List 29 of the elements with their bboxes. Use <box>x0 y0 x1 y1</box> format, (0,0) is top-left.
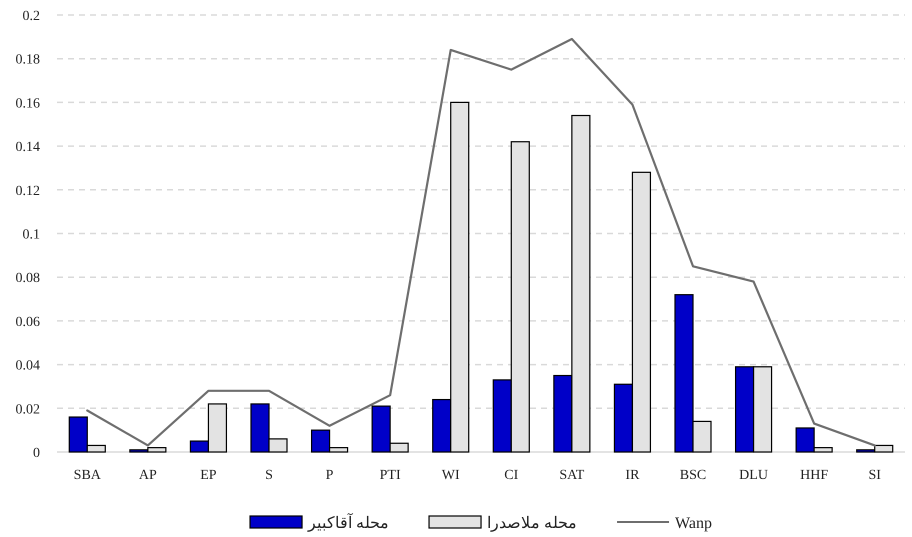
legend-label: محله آقاکبیر <box>307 512 390 532</box>
y-tick-label: 0.16 <box>16 96 40 112</box>
legend-label: Wanp <box>675 515 712 532</box>
y-tick-label: 0.02 <box>16 402 40 418</box>
x-tick-label: EP <box>200 468 217 483</box>
x-tick-label: P <box>326 468 334 483</box>
y-tick-label: 0.1 <box>22 228 40 242</box>
line-series <box>86 38 876 447</box>
y-tick-label: 0.04 <box>16 358 40 374</box>
y-tick-label: 0.06 <box>16 314 40 330</box>
x-tick-label: S <box>265 468 273 483</box>
x-tick-label: SAT <box>559 468 585 483</box>
x-tick-label: SBA <box>74 468 102 483</box>
x-tick-label: WI <box>442 468 460 483</box>
y-tick-label: 0.2 <box>22 9 40 24</box>
legend-label: محله ملاصدرا <box>487 515 578 532</box>
x-tick-label: IR <box>625 468 640 483</box>
y-tick-label: 0.18 <box>16 52 40 68</box>
y-tick-label: 0.08 <box>16 271 40 286</box>
x-tick-label: AP <box>138 468 158 483</box>
x-tick-label: HHF <box>800 468 828 483</box>
x-tick-label: SI <box>868 468 882 483</box>
x-tick-label: BSC <box>680 468 706 483</box>
y-tick-label: 0.14 <box>16 140 40 156</box>
x-tick-label: DLU <box>739 468 768 483</box>
x-tick-label: PTI <box>380 468 401 483</box>
x-tick-label: CI <box>504 468 519 483</box>
y-tick-label: 0 <box>33 446 40 461</box>
y-tick-label: 0.12 <box>16 184 40 199</box>
